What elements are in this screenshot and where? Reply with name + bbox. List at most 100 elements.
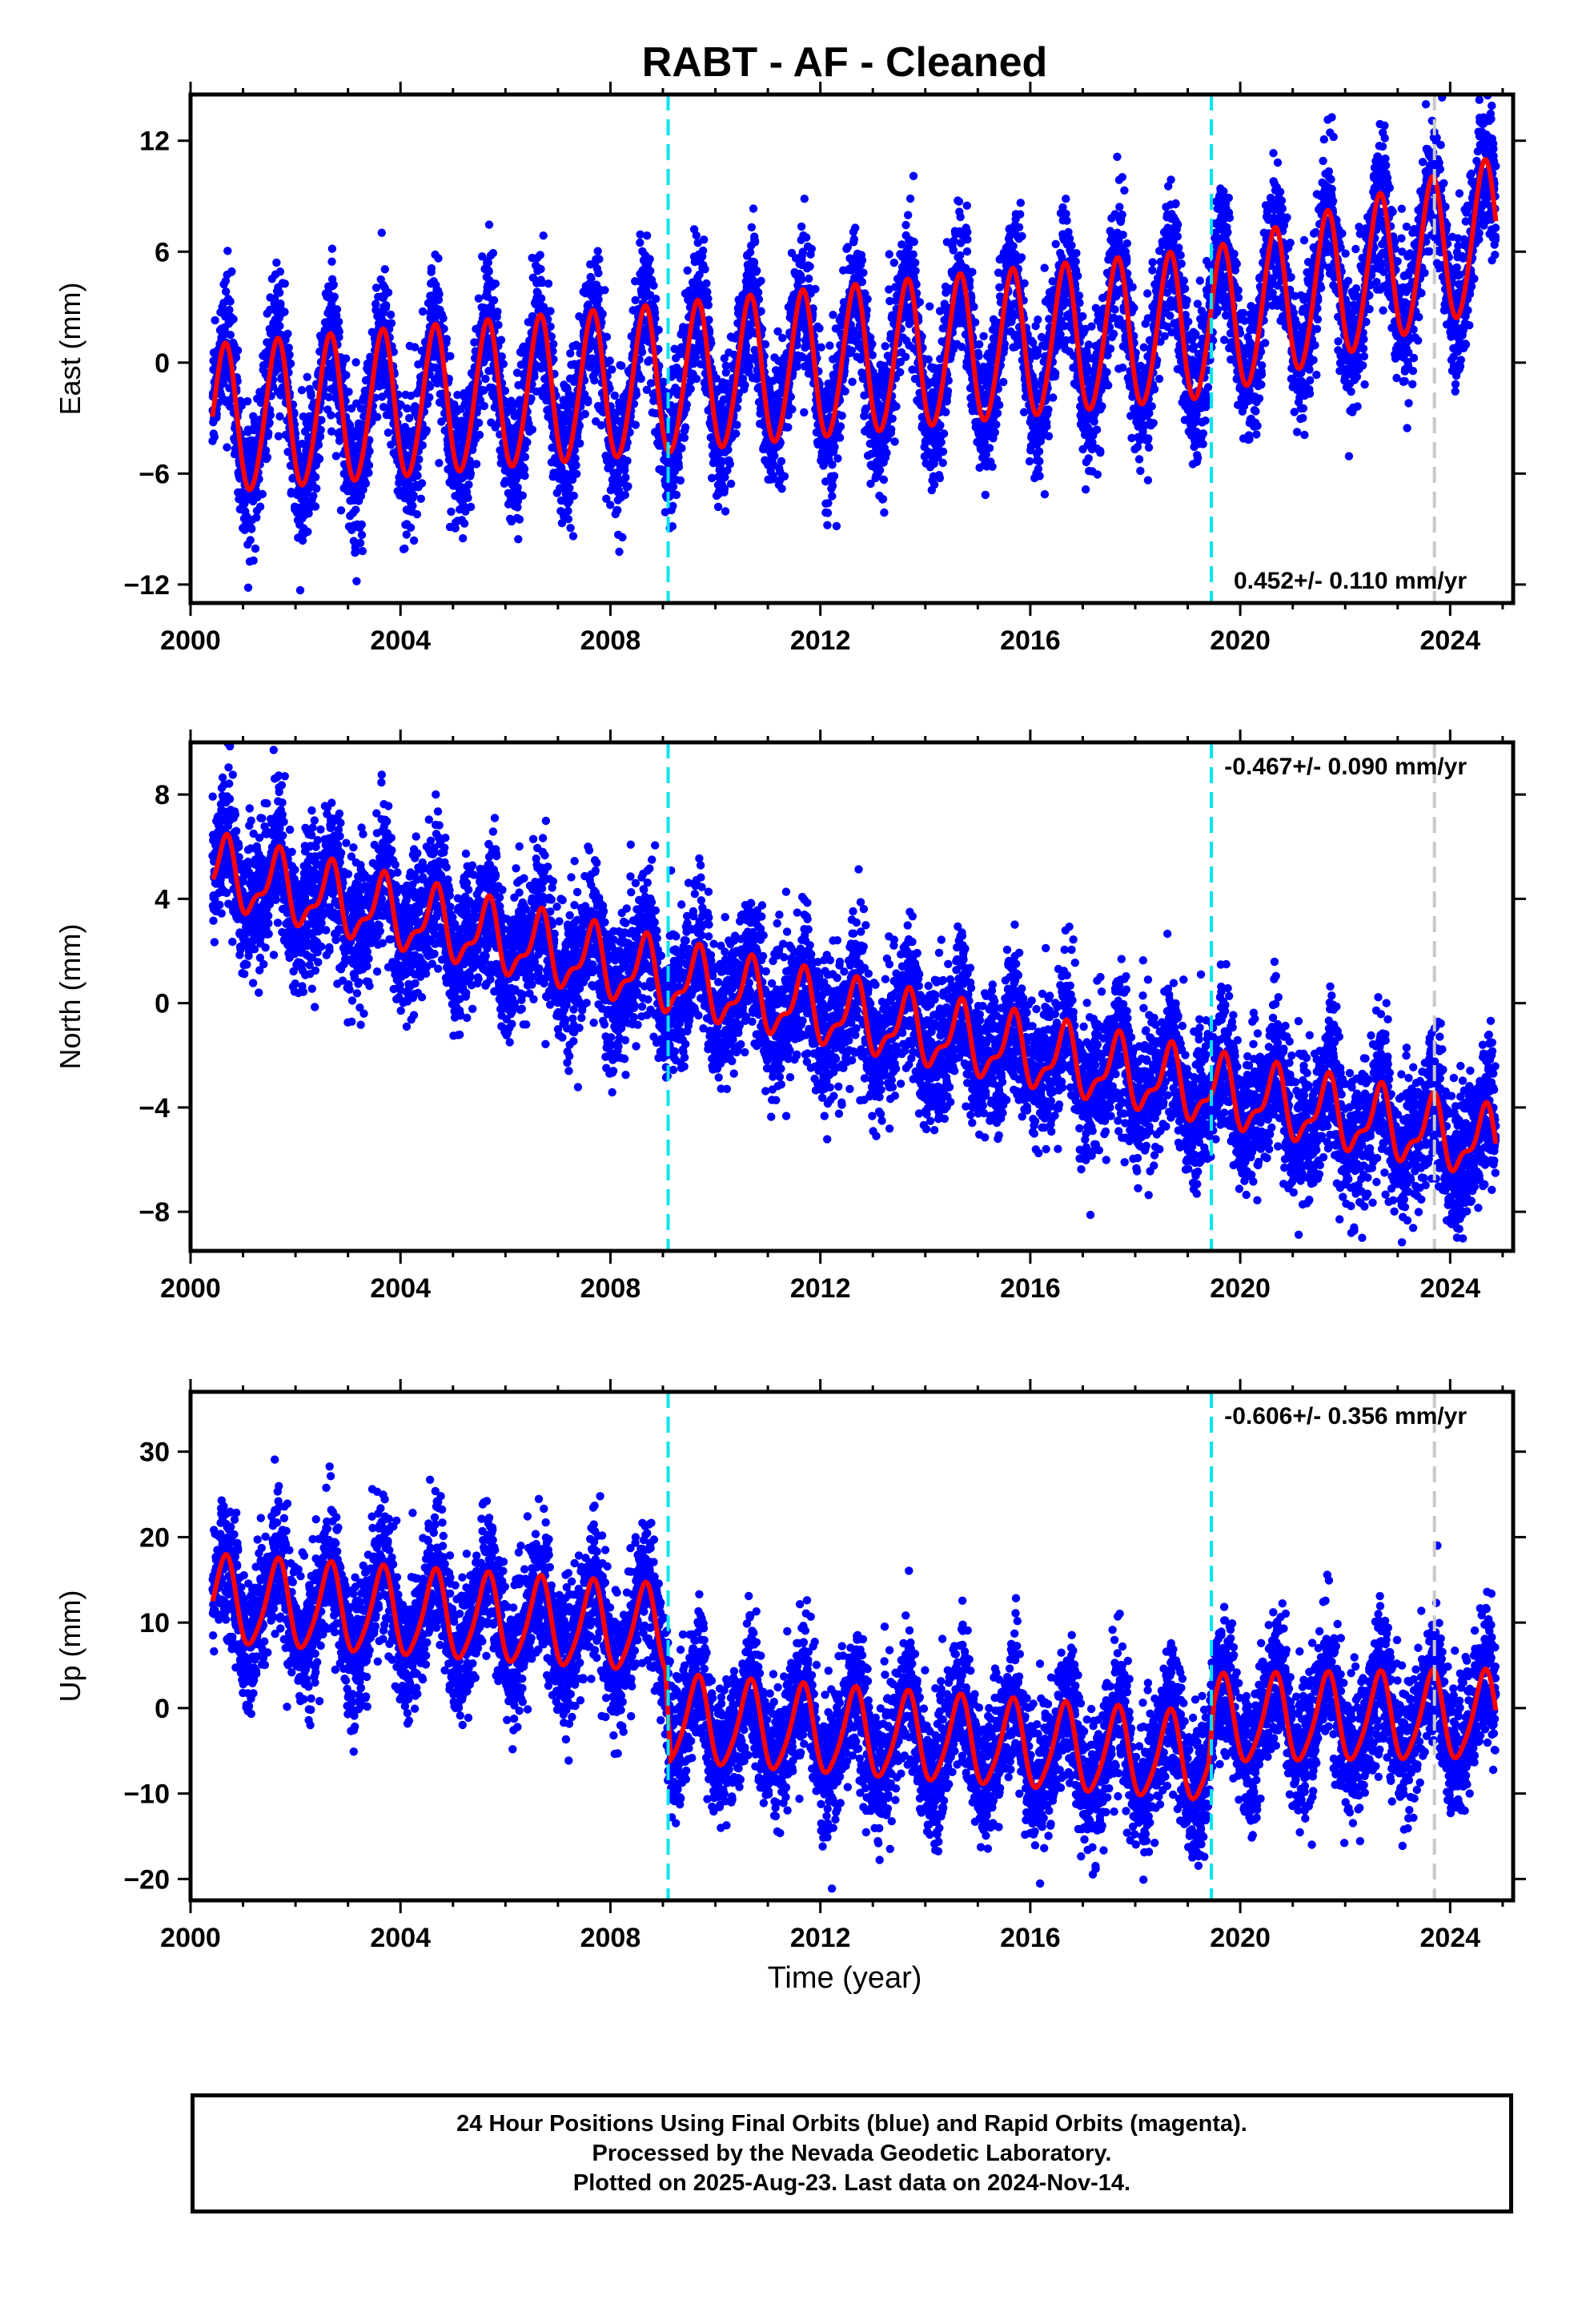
data-point — [289, 473, 298, 482]
data-point — [901, 220, 910, 230]
data-point — [427, 263, 436, 273]
data-point — [857, 255, 867, 265]
data-point — [875, 465, 885, 475]
data-point — [336, 506, 346, 515]
data-point — [802, 233, 811, 242]
data-point — [442, 335, 452, 344]
data-point — [303, 527, 312, 537]
data-point — [745, 362, 754, 371]
data-point — [327, 257, 336, 266]
data-point — [491, 279, 500, 288]
data-point — [624, 482, 632, 491]
data-point — [631, 420, 640, 429]
data-point — [342, 371, 351, 380]
data-point — [351, 358, 360, 367]
data-point — [600, 286, 609, 295]
data-point — [258, 489, 267, 499]
data-point — [311, 472, 320, 481]
data-point — [593, 247, 602, 255]
data-point — [805, 262, 814, 271]
data-point — [848, 377, 857, 386]
data-point — [351, 547, 360, 556]
data-point — [520, 452, 530, 461]
data-point — [915, 298, 925, 307]
data-point — [400, 544, 409, 553]
data-point — [249, 556, 258, 565]
data-point — [939, 429, 949, 438]
data-point — [356, 492, 366, 501]
data-point — [327, 411, 335, 420]
data-point — [361, 479, 371, 488]
data-point — [488, 248, 498, 258]
data-point — [566, 349, 575, 358]
data-point — [416, 494, 425, 503]
data-point — [327, 244, 337, 253]
data-point — [741, 380, 749, 390]
data-point — [275, 267, 285, 276]
data-point — [408, 501, 417, 510]
data-point — [823, 521, 832, 529]
data-point — [357, 520, 366, 529]
data-point — [367, 328, 376, 336]
data-point — [833, 454, 842, 463]
data-point — [222, 287, 231, 296]
data-point — [314, 440, 323, 449]
data-point — [298, 536, 307, 545]
data-point — [659, 377, 668, 386]
data-point — [481, 374, 490, 384]
data-point — [544, 279, 553, 288]
data-point — [632, 390, 641, 399]
data-point — [829, 311, 837, 320]
data-point — [926, 302, 934, 311]
data-point — [942, 408, 950, 416]
data-point — [283, 448, 292, 456]
data-point — [345, 420, 355, 430]
data-point — [572, 460, 580, 470]
data-point — [815, 324, 824, 333]
data-point — [466, 468, 476, 478]
data-point — [286, 359, 295, 368]
data-point — [587, 274, 596, 283]
data-point — [770, 452, 779, 460]
data-point — [606, 501, 615, 509]
data-point — [830, 443, 839, 452]
data-point — [571, 454, 580, 463]
data-point — [686, 384, 695, 393]
data-point — [700, 235, 709, 244]
data-point — [225, 402, 235, 411]
data-point — [882, 448, 891, 457]
data-points-east — [208, 94, 1500, 595]
data-point — [412, 510, 422, 519]
data-point — [800, 195, 809, 203]
data-point — [780, 472, 789, 480]
data-point — [324, 392, 334, 402]
data-point — [474, 294, 484, 303]
data-point — [413, 463, 422, 472]
data-point — [909, 171, 918, 180]
data-point — [311, 502, 320, 511]
data-point — [261, 446, 271, 455]
data-point — [475, 430, 484, 440]
data-point — [825, 341, 834, 350]
data-point — [439, 314, 448, 323]
data-point — [938, 458, 947, 468]
data-point — [229, 315, 238, 324]
data-point — [382, 301, 391, 310]
data-point — [605, 356, 614, 365]
data-point — [868, 340, 877, 348]
data-point — [713, 502, 723, 512]
data-point — [255, 502, 265, 511]
data-point — [889, 258, 899, 267]
data-point — [610, 391, 619, 400]
data-point — [778, 333, 787, 343]
data-point — [335, 327, 343, 336]
data-point — [885, 250, 893, 259]
data-point — [409, 536, 419, 545]
data-point — [373, 412, 382, 421]
data-point — [223, 443, 231, 452]
data-point — [330, 292, 339, 301]
data-point — [590, 376, 599, 385]
data-point — [210, 432, 219, 441]
